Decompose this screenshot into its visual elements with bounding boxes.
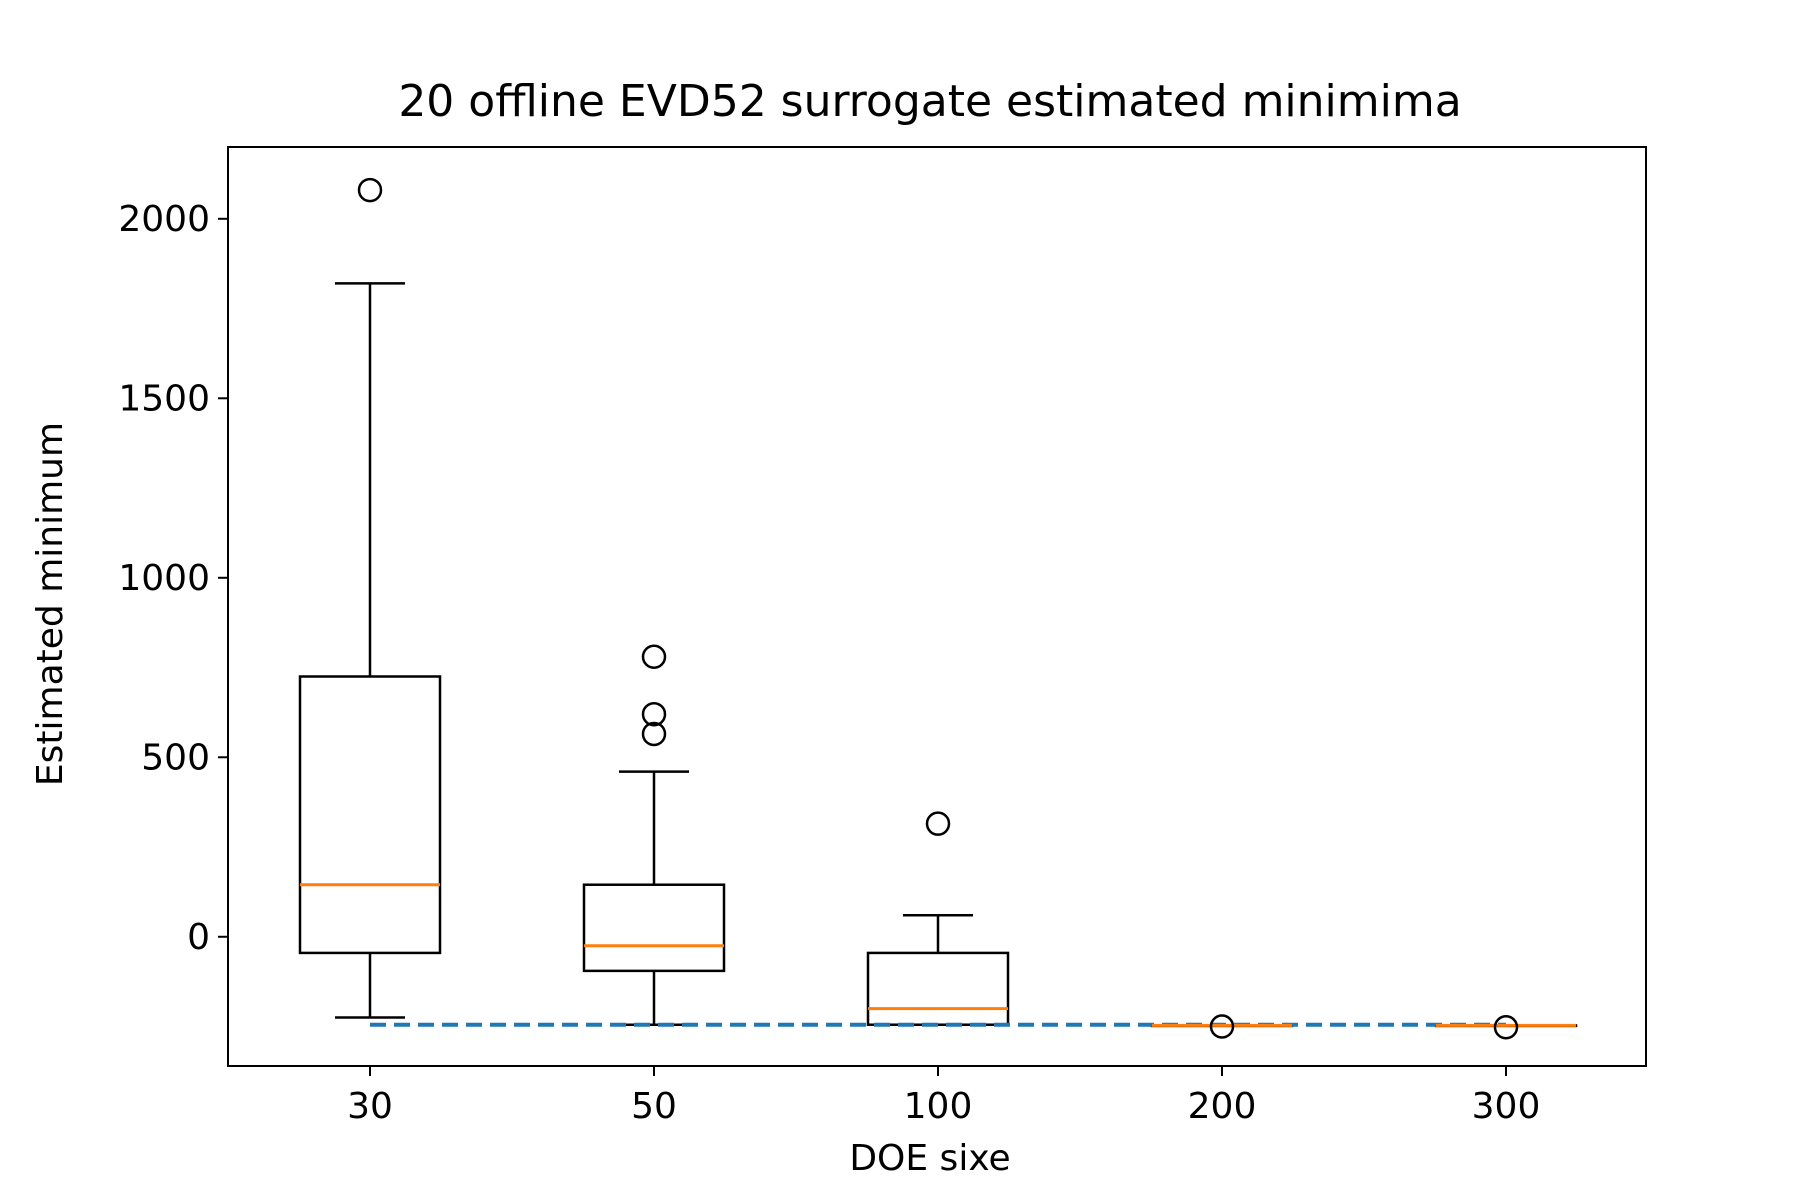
y-tick-label-2: 1000 [118, 558, 210, 599]
y-tick-label-4: 2000 [118, 199, 210, 240]
y-axis-label: Estimated minimum [30, 422, 71, 786]
y-tick-label-0: 0 [187, 917, 210, 958]
chart-title: 20 offline EVD52 surrogate estimated min… [398, 76, 1461, 127]
outlier-30-0 [357, 177, 383, 203]
y-tick-label-1: 500 [141, 737, 210, 778]
plot-area: 0 500 1000 1500 2000 30 50 100 200 300 [118, 146, 1647, 1127]
outlier-50-1 [641, 701, 667, 727]
box-100 [866, 951, 1010, 1026]
x-tick-label-4: 300 [1472, 1086, 1541, 1127]
outlier-50-0 [641, 644, 667, 670]
x-tick-label-0: 30 [347, 1086, 393, 1127]
outlier-50-2 [641, 721, 667, 747]
x-tick-label-2: 100 [904, 1086, 973, 1127]
outlier-100-0 [925, 811, 951, 836]
y-tick-label-3: 1500 [118, 378, 210, 419]
outlier-200-0 [1209, 1014, 1235, 1039]
x-tick-label-1: 50 [631, 1086, 677, 1127]
x-axis-label: DOE sixe [849, 1138, 1010, 1179]
box-30 [298, 675, 442, 955]
x-tick-label-3: 200 [1188, 1086, 1257, 1127]
box-50 [582, 883, 726, 973]
outlier-300-0 [1493, 1014, 1519, 1040]
